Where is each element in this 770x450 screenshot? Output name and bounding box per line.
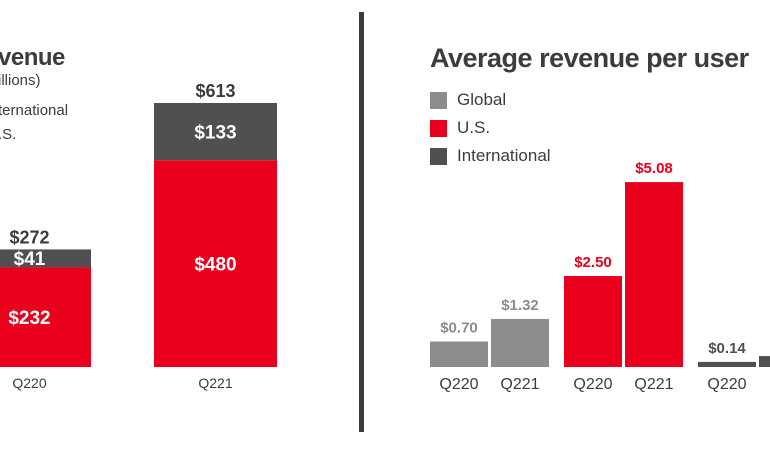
right-chart-title: Average revenue per user	[430, 43, 749, 73]
category-tick-label: Q221	[500, 376, 539, 393]
right-legend-us: U.S.	[430, 118, 490, 138]
segment-value-label: $41	[14, 249, 46, 270]
total-value-label: $272	[9, 227, 49, 247]
bar-value-label: $2.50	[574, 254, 612, 271]
right-legend-us-label: U.S.	[457, 118, 491, 137]
category-tick-label: Q220	[707, 376, 746, 393]
left-legend-us: .S.	[0, 126, 16, 143]
bar-segment	[154, 160, 277, 367]
segment-value-label: $133	[194, 123, 236, 144]
right-legend-us-swatch	[430, 119, 447, 137]
bar	[759, 356, 770, 367]
panel-divider	[359, 12, 364, 432]
category-tick-label: Q220	[439, 376, 478, 393]
left-legend-us-label: .S.	[0, 126, 17, 143]
bar-value-label: $0.14	[708, 340, 746, 357]
right-legend-international-label: International	[457, 146, 551, 165]
bar	[698, 361, 756, 367]
right-legend-international: International	[430, 146, 551, 166]
category-tick-label: Q221	[198, 375, 232, 391]
left-chart-subtitle: illions)	[0, 72, 41, 89]
segment-value-label: $232	[8, 308, 50, 329]
left-chart-title: venue	[0, 44, 65, 71]
category-tick-label: Q220	[12, 375, 46, 391]
bar-segment	[154, 102, 277, 161]
bar-segment	[0, 249, 91, 268]
category-tick-label: Q220	[573, 376, 612, 393]
bar	[430, 341, 488, 367]
bar-value-label: $0.70	[440, 320, 478, 337]
bar	[625, 182, 683, 367]
bar-segment	[0, 267, 91, 367]
right-legend-international-swatch	[430, 147, 447, 165]
category-tick-label: Q221	[634, 376, 673, 393]
right-legend-global: Global	[430, 90, 506, 110]
left-legend-international: ternational	[0, 102, 68, 119]
bar-value-label: $1.32	[501, 297, 539, 314]
arpu-chart: $0.70 Q220 $1.32 Q221 $2.50 Q220 $5.08 Q221 $0.1…	[430, 160, 770, 393]
segment-value-label: $480	[194, 255, 236, 276]
bar-value-label: $5.08	[635, 160, 673, 177]
bar	[564, 276, 622, 367]
bar	[491, 318, 549, 367]
right-legend-global-label: Global	[457, 90, 507, 109]
left-legend-international-label: ternational	[0, 102, 69, 119]
right-legend-global-swatch	[430, 91, 447, 109]
total-value-label: $613	[195, 81, 235, 101]
total-revenue-chart: $232 $41$272 Q220 $480 $133 $613 Q221	[0, 81, 277, 391]
